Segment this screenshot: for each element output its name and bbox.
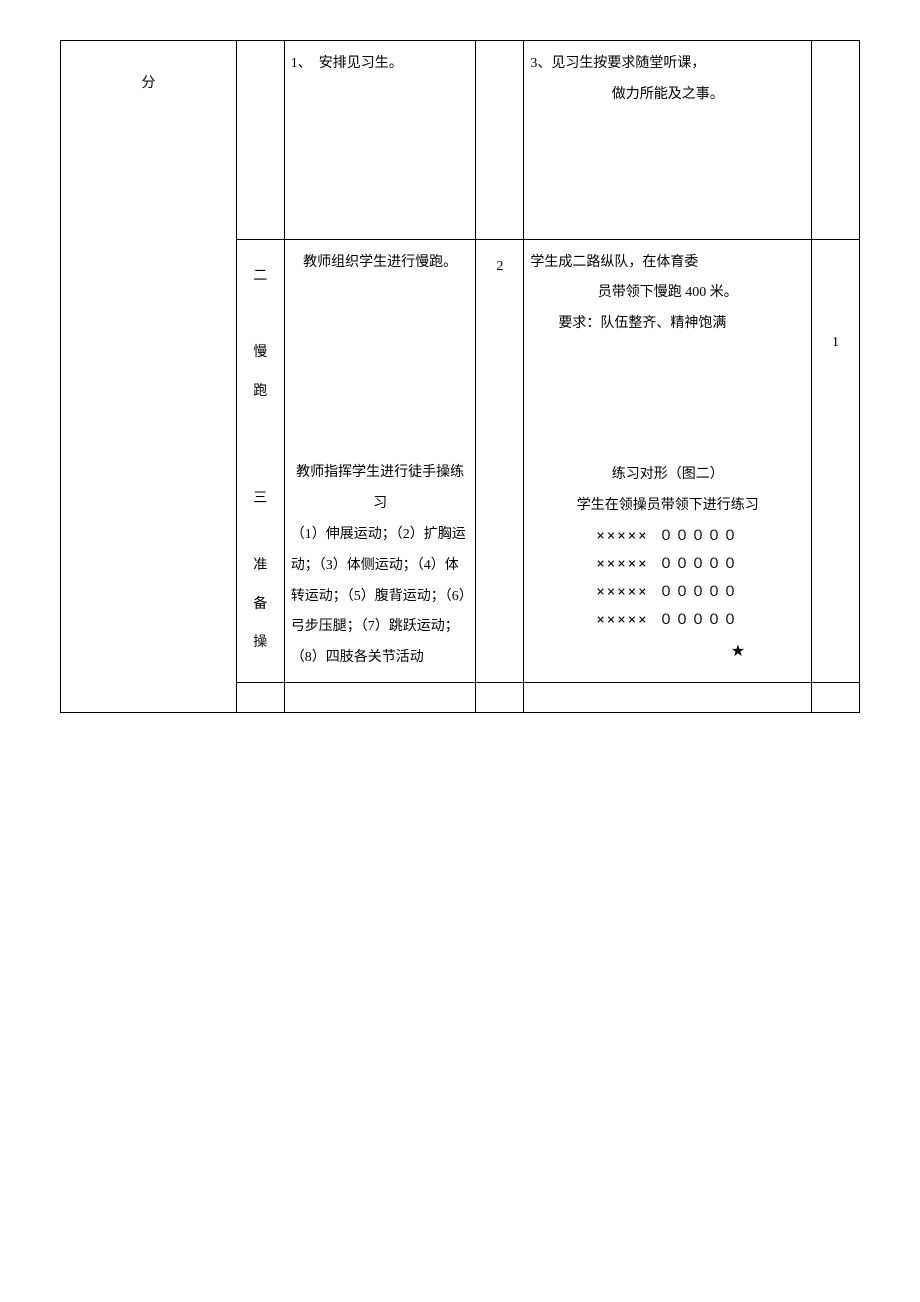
- table-row: 分 1、 安排见习生。 3、见习生按要求随堂听课， 做力所能及之事。: [61, 41, 860, 240]
- time-value-2: 2: [482, 248, 517, 283]
- cell-empty: [236, 682, 284, 712]
- cell-col6-r1: [812, 41, 860, 240]
- cell-empty: [476, 682, 524, 712]
- formation-row: ××××× ０００００: [530, 578, 805, 606]
- section-char: 分: [141, 76, 155, 91]
- section-num-2: 二: [243, 262, 278, 293]
- cell-empty: [284, 682, 476, 712]
- section-num-3: 三: [243, 484, 278, 515]
- student-activity-line1: 学生成二路纵队，在体育委: [530, 248, 805, 279]
- student-activity-line2: 员带领下慢跑 400 米。: [530, 278, 805, 309]
- cell-col2-r2: 二 慢 跑 三 准 备 操: [236, 239, 284, 682]
- star-icon: ★: [530, 634, 805, 669]
- student-note-line1: 3、见习生按要求随堂听课，: [530, 49, 805, 80]
- cell-col1-label: 分: [61, 41, 237, 713]
- section-char: 操: [243, 628, 278, 659]
- cell-col4-r2: 2: [476, 239, 524, 682]
- teacher-note-1: 1、 安排见习生。: [291, 49, 470, 80]
- cell-col3-r2: 教师组织学生进行慢跑。 教师指挥学生进行徒手操练习 （1）伸展运动；（2）扩胸运…: [284, 239, 476, 682]
- cell-empty: [812, 682, 860, 712]
- exercise-list: （1）伸展运动；（2）扩胸运动；（3）体侧运动；（4）体转运动；（5）腹背运动；…: [291, 520, 470, 674]
- cell-col2-r1: [236, 41, 284, 240]
- section-char: 慢: [243, 338, 278, 369]
- section-char: 准: [243, 551, 278, 582]
- cell-col5-r1: 3、见习生按要求随堂听课， 做力所能及之事。: [524, 41, 812, 240]
- formation-row: ××××× ０００００: [530, 606, 805, 634]
- intensity-value: 1: [818, 248, 853, 359]
- teacher-activity-3-title: 教师指挥学生进行徒手操练习: [291, 458, 470, 520]
- cell-col5-r2: 学生成二路纵队，在体育委 员带领下慢跑 400 米。 要求：队伍整齐、精神饱满 …: [524, 239, 812, 682]
- section-char: 备: [243, 590, 278, 621]
- cell-empty: [524, 682, 812, 712]
- formation-title: 练习对形（图二）: [530, 460, 805, 491]
- formation-row: ××××× ０００００: [530, 550, 805, 578]
- cell-col3-r1: 1、 安排见习生。: [284, 41, 476, 240]
- student-activity-line3: 要求：队伍整齐、精神饱满: [530, 309, 805, 340]
- formation-subtitle: 学生在领操员带领下进行练习: [530, 491, 805, 522]
- section-char: 跑: [243, 377, 278, 408]
- teacher-activity-2: 教师组织学生进行慢跑。: [291, 248, 470, 279]
- cell-col4-r1: [476, 41, 524, 240]
- lesson-plan-table: 分 1、 安排见习生。 3、见习生按要求随堂听课， 做力所能及之事。 二 慢: [60, 40, 860, 713]
- cell-col6-r2: 1: [812, 239, 860, 682]
- student-note-line2: 做力所能及之事。: [530, 80, 805, 111]
- formation-row: ××××× ０００００: [530, 522, 805, 550]
